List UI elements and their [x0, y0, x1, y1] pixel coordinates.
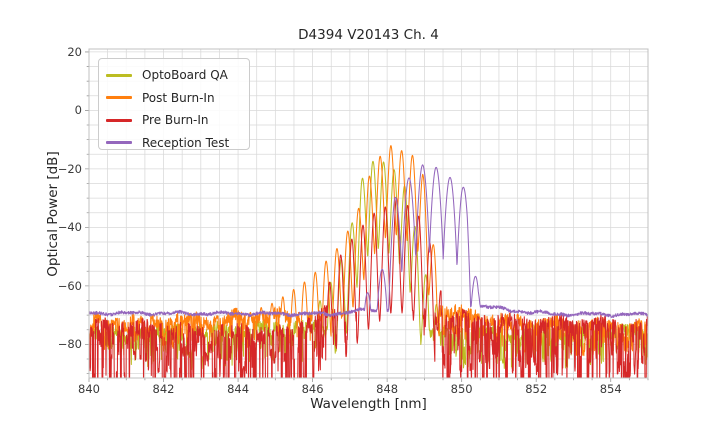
x-tick-label: 852	[525, 382, 548, 396]
x-tick-label: 840	[78, 382, 100, 396]
chart-title: D4394 V20143 Ch. 4	[298, 27, 439, 43]
legend-line-swatch	[106, 73, 132, 77]
y-tick-label: 20	[67, 44, 82, 59]
legend-label: Reception Test	[142, 135, 230, 150]
legend-line-swatch	[106, 118, 132, 122]
legend-item: Reception Test	[99, 132, 249, 155]
y-tick-label: 0	[74, 103, 82, 118]
x-tick-label: 848	[376, 382, 399, 396]
y-tick-label: −60	[57, 278, 82, 293]
legend-line-swatch	[106, 141, 132, 145]
x-axis-label: Wavelength [nm]	[310, 396, 427, 412]
legend: OptoBoard QA Post Burn-In Pre Burn-In Re…	[98, 58, 250, 150]
x-tick-label: 844	[227, 382, 250, 396]
y-tick-label: −80	[57, 337, 82, 352]
legend-label: OptoBoard QA	[142, 68, 228, 83]
legend-item: Pre Burn-In	[99, 109, 249, 132]
x-tick-label: 854	[599, 382, 622, 396]
x-tick-label: 846	[301, 382, 324, 396]
legend-label: Post Burn-In	[142, 90, 215, 105]
y-tick-label: −20	[57, 161, 82, 176]
x-tick-label: 842	[152, 382, 175, 396]
legend-item: OptoBoard QA	[99, 64, 249, 87]
legend-item: Post Burn-In	[99, 87, 249, 110]
y-tick-label: −40	[57, 220, 82, 235]
x-tick-label: 850	[450, 382, 473, 396]
legend-line-swatch	[106, 96, 132, 100]
legend-label: Pre Burn-In	[142, 113, 209, 128]
